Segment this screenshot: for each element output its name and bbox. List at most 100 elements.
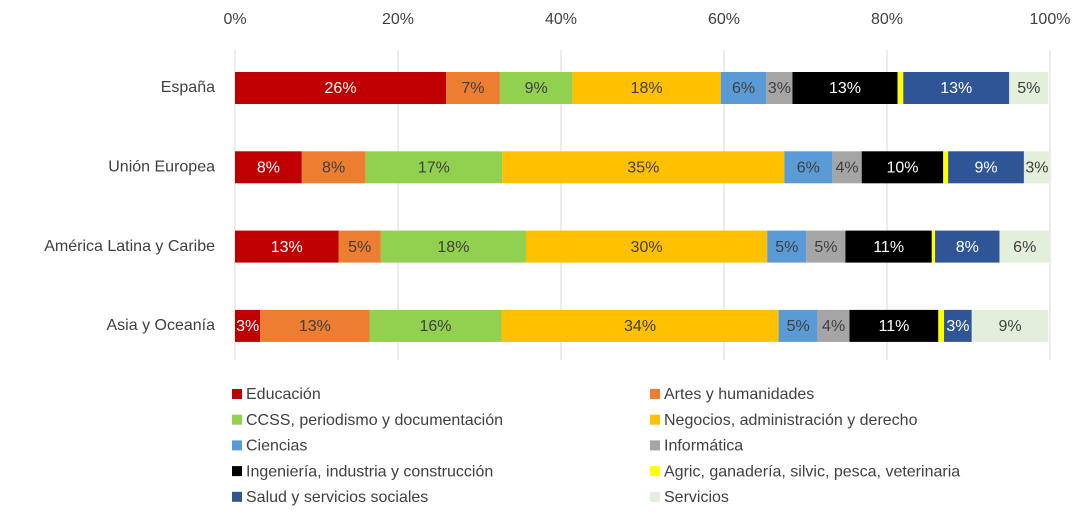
y-tick-label: Unión Europea (108, 159, 215, 176)
data-label: 5% (1017, 80, 1040, 97)
legend-swatch (232, 414, 242, 425)
bar-segment (1009, 72, 1049, 104)
data-label: 5% (348, 239, 371, 256)
legend-label: Salud y servicios sociales (246, 489, 428, 506)
data-label: 18% (631, 80, 663, 97)
data-label: 10% (886, 160, 918, 177)
data-label: 3% (768, 80, 791, 97)
bar-segment (806, 230, 846, 263)
legend-label: CCSS, periodismo y documentación (246, 412, 503, 429)
data-label: 13% (271, 239, 303, 256)
bar-segment (1023, 151, 1050, 184)
data-label: 34% (624, 318, 656, 335)
bar-segment (235, 151, 302, 184)
bar-segment (944, 309, 972, 342)
legend-swatch (232, 466, 242, 477)
bar-segment (235, 230, 339, 263)
bar-segment (446, 72, 500, 104)
x-tick-label: 20% (382, 11, 414, 28)
bar-segment (499, 72, 573, 104)
data-label: 4% (836, 160, 859, 177)
legend-swatch (650, 389, 660, 399)
bar-segment (971, 309, 1049, 342)
bar-segment (766, 72, 793, 104)
legend-swatch (650, 466, 660, 477)
bar-segment (235, 72, 447, 104)
data-label: 11% (873, 239, 904, 256)
legend-label: Negocios, administración y derecho (664, 412, 918, 429)
data-label: 18% (437, 239, 469, 256)
data-label: 30% (631, 239, 663, 256)
data-label: 17% (418, 160, 450, 177)
data-label: 3% (946, 318, 969, 335)
bar-segment (301, 151, 366, 184)
legend-label: Informática (664, 438, 743, 455)
legend-label: Servicios (664, 489, 729, 506)
bar-segment (935, 230, 1000, 263)
data-label: 4% (822, 318, 845, 335)
bar-segment (861, 151, 944, 184)
bar-segment (235, 309, 261, 342)
legend-label: Artes y humanidades (664, 386, 814, 403)
data-label: 5% (775, 239, 798, 256)
bar-segment (845, 230, 932, 263)
data-label: 9% (974, 160, 997, 177)
data-label: 8% (257, 160, 280, 177)
data-label: 13% (829, 80, 861, 97)
bar-segment (999, 230, 1050, 263)
bar-segment (720, 72, 767, 104)
legend-swatch (650, 440, 660, 451)
y-tick-label: América Latina y Caribe (44, 238, 215, 255)
data-label: 3% (1025, 160, 1048, 177)
x-tick-label: 60% (708, 11, 740, 28)
bar-segment (767, 230, 807, 263)
legend-swatch (232, 389, 242, 399)
x-tick-label: 40% (545, 11, 577, 28)
bar-segment (832, 151, 862, 184)
legend-swatch (650, 491, 660, 502)
data-label: 6% (1013, 239, 1036, 256)
data-label: 11% (879, 318, 910, 335)
bar-segment (502, 151, 785, 184)
data-label: 13% (299, 318, 331, 335)
bar-segment (948, 151, 1024, 184)
legend-swatch (650, 414, 660, 425)
legend-label: Agric, ganadería, silvic, pesca, veterin… (664, 463, 960, 480)
legend-label: Ingeniería, industria y construcción (246, 463, 493, 480)
bar-segment (778, 309, 818, 342)
legend-swatch (232, 491, 242, 502)
data-label: 8% (322, 160, 345, 177)
bar-segment (849, 309, 939, 342)
x-tick-label: 0% (223, 11, 246, 28)
legend-swatch (232, 440, 242, 451)
data-label: 35% (627, 160, 659, 177)
bar-segment (897, 72, 904, 104)
data-label: 5% (814, 239, 837, 256)
data-label: 16% (419, 318, 451, 335)
bar-segment (365, 151, 503, 184)
y-tick-label: España (161, 79, 215, 96)
bar-segment (525, 230, 768, 263)
bar-segment (903, 72, 1010, 104)
legend-label: Educación (246, 386, 321, 403)
bar-segment (817, 309, 850, 342)
bar-segment (260, 309, 370, 342)
bar-segment (784, 151, 833, 184)
bar-segment (938, 309, 945, 342)
data-label: 13% (940, 80, 972, 97)
bar-segment (369, 309, 502, 342)
bar-segment (338, 230, 381, 263)
legend-label: Ciencias (246, 438, 307, 455)
bar-segment (380, 230, 526, 263)
bar-segment (792, 72, 898, 104)
bar-segment (501, 309, 779, 342)
bar-segment (572, 72, 721, 104)
bar-segment (931, 230, 936, 263)
data-label: 9% (525, 80, 548, 97)
data-label: 6% (732, 80, 755, 97)
data-label: 7% (461, 80, 484, 97)
bar-segment (943, 151, 949, 184)
y-tick-label: Asia y Oceanía (107, 317, 216, 334)
data-label: 8% (956, 239, 979, 256)
